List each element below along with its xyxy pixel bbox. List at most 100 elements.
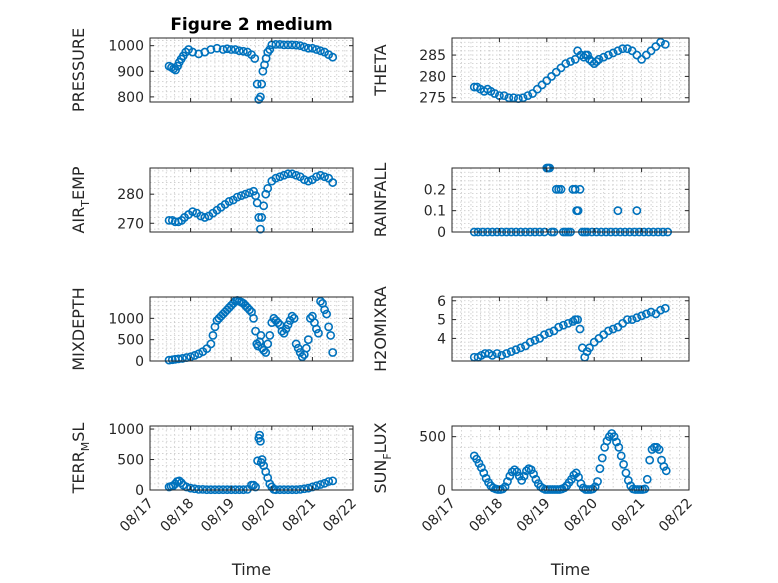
data-point [641, 50, 651, 60]
data-series [469, 429, 671, 494]
subplot-theta: 275 280 285 THETA [371, 37, 690, 107]
data-point [561, 59, 571, 68]
data-point [250, 54, 260, 63]
x-axis-label: Time [231, 560, 271, 579]
subplot-mixdepth: 0 500 1000 MIXDEPTH [69, 287, 354, 371]
data-point [499, 91, 509, 100]
data-point [506, 347, 516, 356]
data-point [505, 471, 515, 481]
data-point [558, 320, 568, 330]
data-point [569, 470, 579, 480]
data-point [316, 170, 325, 180]
data-point [287, 40, 297, 50]
data-point [518, 93, 528, 103]
data-point [256, 436, 265, 446]
data-point [529, 469, 538, 479]
data-point [256, 92, 265, 102]
data-point [551, 67, 561, 77]
data-point [299, 484, 309, 494]
data-point [283, 320, 293, 330]
data-point [592, 57, 601, 66]
data-point [252, 79, 262, 89]
data-point [176, 478, 186, 488]
data-point [316, 46, 325, 56]
axes-frame [451, 167, 690, 233]
y-tick-label: 0 [437, 225, 446, 241]
data-point [604, 50, 613, 60]
data-point [301, 343, 311, 353]
data-point [271, 40, 281, 49]
data-point [637, 311, 646, 321]
data-point [570, 54, 580, 64]
y-tick-label: 4 [437, 331, 446, 347]
data-point [570, 184, 580, 194]
data-point [602, 436, 612, 446]
subplot-rainfall: 0 0.1 0.2 RAINFALL [371, 163, 690, 241]
data-point [320, 478, 329, 488]
data-point [218, 45, 228, 54]
axes-frame [451, 296, 690, 362]
data-point [312, 172, 321, 182]
subplot-h2omixra: 4 5 6 H2OMIXRA [371, 286, 690, 372]
data-point [604, 326, 613, 336]
data-point [492, 349, 502, 358]
data-point [188, 207, 198, 217]
data-point [589, 59, 599, 68]
data-point [599, 52, 609, 62]
data-point [299, 175, 309, 185]
data-point [660, 40, 670, 49]
data-series [469, 303, 670, 362]
axis-label: AIRTEMP [69, 166, 92, 233]
data-point [654, 445, 664, 454]
data-point [190, 351, 200, 360]
data-point [249, 186, 258, 196]
data-point [263, 183, 273, 193]
data-point [257, 213, 267, 222]
data-point [575, 324, 585, 334]
data-series [164, 296, 338, 365]
data-point [275, 172, 285, 182]
data-point [608, 324, 618, 334]
data-point [632, 206, 642, 216]
data-point [196, 211, 206, 221]
y-tick-label: 6 [437, 294, 446, 310]
y-tick-label: 275 [419, 91, 446, 107]
y-tick-label: 5 [437, 313, 446, 329]
y-tick-label: 1000 [108, 422, 144, 438]
data-point [593, 477, 602, 486]
data-point [241, 189, 250, 199]
data-point [573, 315, 583, 324]
chart-title: Figure 2 medium [170, 15, 332, 35]
data-point [547, 72, 556, 81]
data-point [511, 345, 521, 355]
data-point [295, 41, 305, 51]
data-point [618, 44, 628, 54]
data-point [503, 477, 512, 486]
data-point [474, 458, 484, 468]
data-point [326, 330, 336, 340]
y-tick-label: 0.1 [424, 204, 446, 220]
axis-label: SUNFLUX [371, 422, 394, 493]
axis-label: PRESSURE [69, 28, 88, 112]
y-tick-label: 270 [117, 216, 144, 232]
y-tick-label: 1000 [108, 311, 144, 327]
data-point [316, 480, 325, 489]
data-point [275, 40, 285, 49]
data-point [645, 455, 655, 465]
axes-frame [149, 167, 354, 233]
data-point [230, 45, 240, 54]
data-point [257, 79, 267, 89]
data-point [623, 475, 633, 485]
data-point [588, 484, 598, 494]
data-point [608, 48, 618, 58]
y-tick-label: 500 [117, 453, 144, 469]
data-point [632, 50, 642, 60]
data-point [573, 206, 583, 216]
data-point [512, 467, 522, 477]
data-point [612, 437, 621, 447]
data-point [576, 479, 586, 488]
data-point [322, 309, 332, 319]
data-point [174, 354, 183, 364]
axis-label: MIXDEPTH [69, 287, 88, 370]
data-point [554, 322, 564, 332]
